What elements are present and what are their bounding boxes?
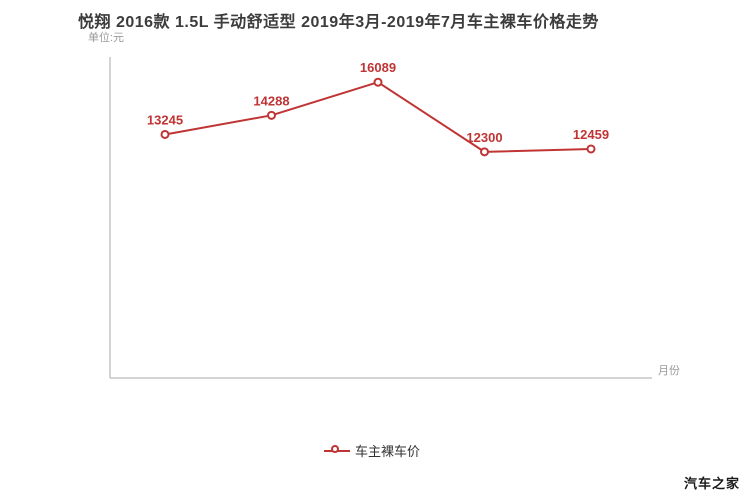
data-label: 12300 — [466, 130, 502, 145]
data-point[interactable] — [267, 110, 276, 120]
axes — [109, 57, 652, 379]
data-label: 12459 — [573, 127, 609, 142]
data-label: 13245 — [147, 112, 183, 127]
data-label: 16089 — [360, 60, 396, 75]
chart-title: 悦翔 2016款 1.5L 手动舒适型 2019年3月-2019年7月车主裸车价… — [78, 14, 599, 31]
legend-label: 车主裸车价 — [354, 444, 420, 459]
legend-line-circle-icon — [323, 444, 350, 458]
data-labels: 13245 14288 16089 12300 12459 — [147, 60, 609, 145]
data-label: 14288 — [253, 93, 289, 108]
data-point[interactable] — [160, 129, 170, 139]
watermark-autohome: 汽车之家 — [683, 476, 740, 491]
x-axis-label: 月份 — [658, 365, 680, 377]
data-points[interactable] — [160, 77, 596, 157]
y-axis-unit-label: 单位:元 — [88, 32, 125, 44]
line-series — [164, 81, 592, 153]
legend-item-owner-price[interactable]: 车主裸车价 — [323, 441, 420, 460]
data-point[interactable] — [373, 77, 383, 87]
data-point[interactable] — [586, 144, 596, 154]
data-point[interactable] — [480, 147, 489, 157]
legend: 车主裸车价 — [0, 441, 744, 460]
